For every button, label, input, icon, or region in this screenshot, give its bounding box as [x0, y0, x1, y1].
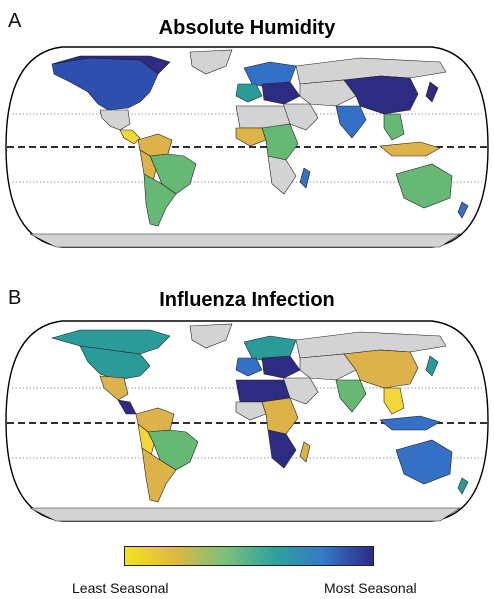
region-north-africa: [235, 379, 291, 403]
panel-b-letter: B: [8, 287, 22, 309]
region-china: [343, 349, 419, 389]
region-west-africa: [235, 401, 267, 421]
region-southern-africa: [267, 155, 297, 195]
legend-most-seasonal-label: Most Seasonal: [324, 580, 417, 596]
region-europe-east: [261, 81, 301, 105]
region-europe-west: [235, 357, 263, 377]
region-greenland: [189, 323, 233, 349]
region-indonesia: [379, 141, 441, 157]
region-madagascar: [299, 167, 311, 189]
legend-least-seasonal-label: Least Seasonal: [72, 580, 169, 596]
region-southeast-asia: [383, 113, 405, 141]
region-china: [343, 75, 419, 115]
region-new-zealand: [457, 477, 469, 495]
region-usa: [79, 345, 151, 381]
region-india: [335, 379, 367, 413]
region-argentina-chile: [143, 173, 177, 227]
region-antarctica: [29, 507, 462, 522]
region-australia: [395, 439, 453, 485]
region-alaska-canada-north: [51, 55, 171, 75]
region-japan: [425, 355, 439, 377]
region-argentina-chile: [141, 447, 177, 503]
map-influenza-infection: [5, 320, 489, 522]
panel-a-letter: A: [8, 10, 22, 32]
region-brazil: [149, 153, 197, 195]
panel-a-title: Absolute Humidity: [158, 17, 336, 39]
legend-colorbar: [124, 546, 374, 566]
region-southeast-asia: [383, 387, 405, 415]
region-australia: [395, 163, 453, 209]
region-new-zealand: [457, 201, 469, 219]
region-west-africa: [235, 127, 267, 147]
region-antarctica: [29, 233, 462, 248]
panel-b-title: Influenza Infection: [159, 289, 335, 311]
region-madagascar: [299, 441, 311, 463]
region-north-africa: [235, 105, 291, 129]
region-japan: [425, 81, 439, 103]
region-mexico: [99, 375, 129, 401]
region-peru-bolivia: [139, 149, 157, 185]
region-india: [335, 105, 367, 139]
region-southern-africa: [267, 429, 297, 469]
region-indonesia: [379, 415, 441, 431]
map-absolute-humidity: [5, 46, 489, 248]
region-peru-bolivia: [137, 423, 155, 461]
region-europe-west: [235, 83, 263, 103]
region-europe-east: [261, 355, 301, 379]
region-central-america: [119, 129, 141, 145]
region-greenland: [189, 49, 233, 75]
